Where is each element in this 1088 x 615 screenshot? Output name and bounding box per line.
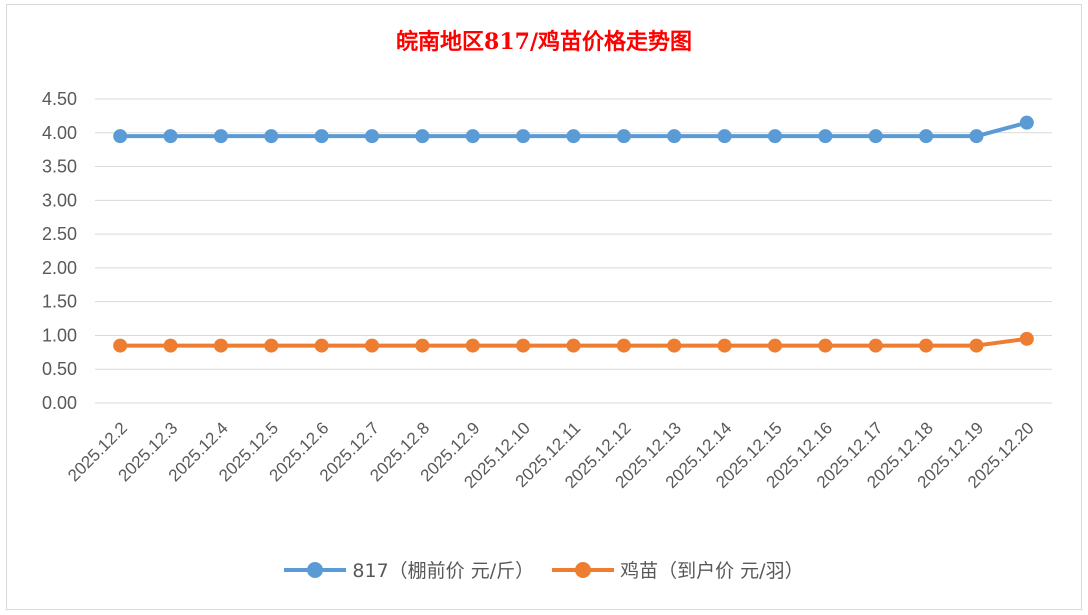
gridlines: [95, 98, 1052, 404]
data-point-1[interactable]: [1019, 331, 1034, 346]
y-tick-label: 2.00: [42, 258, 77, 278]
data-point-1[interactable]: [516, 338, 531, 353]
y-tick-label: 0.50: [42, 359, 77, 379]
y-tick-label: 1.00: [42, 325, 77, 345]
data-point-0[interactable]: [163, 129, 178, 144]
legend-swatch-817: [284, 560, 347, 580]
data-point-1[interactable]: [314, 338, 329, 353]
data-point-0[interactable]: [465, 129, 480, 144]
data-point-1[interactable]: [969, 338, 984, 353]
data-point-0[interactable]: [113, 129, 128, 144]
data-point-1[interactable]: [415, 338, 430, 353]
chart-title: 皖南地区817/鸡苗价格走势图: [396, 29, 692, 55]
data-point-1[interactable]: [667, 338, 682, 353]
y-tick-label: 0.00: [42, 393, 77, 413]
y-tick-label: 4.00: [42, 123, 77, 143]
data-point-0[interactable]: [667, 129, 682, 144]
data-point-1[interactable]: [717, 338, 732, 353]
data-point-0[interactable]: [415, 129, 430, 144]
y-tick-label: 3.50: [42, 157, 77, 177]
data-point-1[interactable]: [566, 338, 581, 353]
data-point-1[interactable]: [818, 338, 833, 353]
data-point-0[interactable]: [365, 129, 380, 144]
legend: 817（棚前价 元/斤） 鸡苗（到户价 元/羽）: [0, 556, 1088, 583]
data-point-1[interactable]: [767, 338, 782, 353]
data-point-0[interactable]: [818, 129, 833, 144]
data-point-1[interactable]: [365, 338, 380, 353]
data-point-1[interactable]: [616, 338, 631, 353]
data-point-0[interactable]: [767, 129, 782, 144]
data-point-0[interactable]: [868, 129, 883, 144]
data-point-1[interactable]: [264, 338, 279, 353]
data-point-0[interactable]: [1019, 115, 1034, 130]
data-point-1[interactable]: [465, 338, 480, 353]
data-point-0[interactable]: [616, 129, 631, 144]
legend-label-chick: 鸡苗（到户价 元/羽）: [620, 560, 804, 582]
data-point-1[interactable]: [213, 338, 228, 353]
data-point-1[interactable]: [113, 338, 128, 353]
data-point-0[interactable]: [264, 129, 279, 144]
data-point-0[interactable]: [213, 129, 228, 144]
y-tick-label: 3.00: [42, 190, 77, 210]
data-point-0[interactable]: [717, 129, 732, 144]
data-point-1[interactable]: [868, 338, 883, 353]
y-tick-label: 4.50: [42, 89, 77, 109]
data-point-0[interactable]: [566, 129, 581, 144]
legend-item-chick[interactable]: 鸡苗（到户价 元/羽）: [552, 556, 804, 583]
y-axis-ticks: 0.00 0.50 1.00 1.50 2.00 2.50 3.00 3.50 4.00 4.50: [42, 89, 77, 413]
data-point-0[interactable]: [516, 129, 531, 144]
data-point-1[interactable]: [163, 338, 178, 353]
x-axis-ticks: 2025.12.22025.12.32025.12.42025.12.52025…: [64, 418, 1038, 492]
legend-swatch-chick: [552, 560, 615, 580]
data-point-0[interactable]: [919, 129, 934, 144]
chart-frame: [6, 4, 1082, 610]
y-tick-label: 2.50: [42, 224, 77, 244]
legend-label-817: 817（棚前价 元/斤）: [352, 560, 535, 582]
legend-item-817[interactable]: 817（棚前价 元/斤）: [284, 556, 534, 583]
data-point-1[interactable]: [919, 338, 934, 353]
series-layer: [113, 115, 1034, 353]
y-tick-label: 1.50: [42, 292, 77, 312]
data-point-0[interactable]: [314, 129, 329, 144]
data-point-0[interactable]: [969, 129, 984, 144]
